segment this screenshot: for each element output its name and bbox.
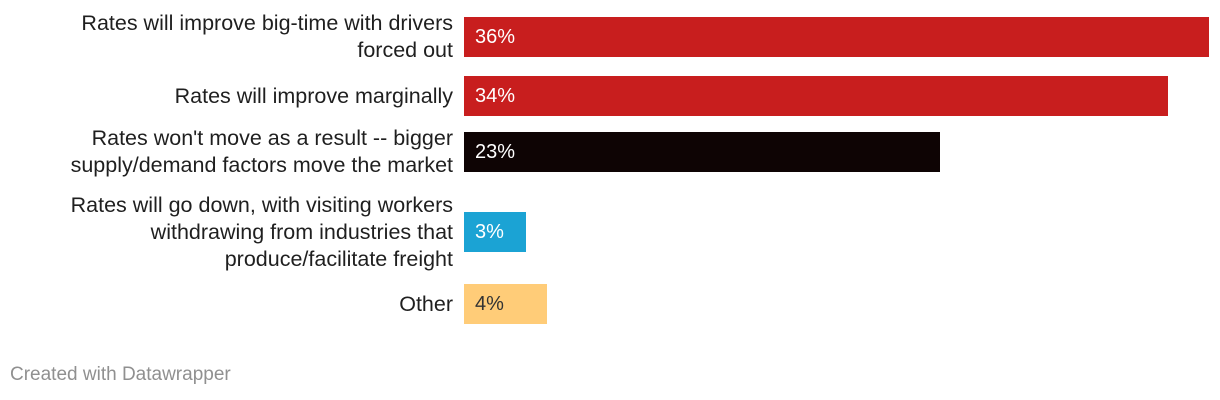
value-label: 36% (475, 26, 516, 48)
category-label-line: forced out (357, 38, 453, 62)
category-label: Rates won't move as a result -- bigger su… (0, 125, 453, 179)
category-label-line: Rates will improve big-time with drivers (81, 11, 453, 35)
category-label-line: Other (399, 291, 453, 316)
bar (464, 17, 1209, 57)
category-label-line: Rates will improve marginally (174, 83, 453, 108)
category-label-line: withdrawing from industries that (150, 219, 453, 244)
bar (464, 132, 940, 172)
category-label-line: Rates will go down, with visiting worker… (70, 192, 453, 217)
category-label-line: Rates won't move as a result -- bigger (91, 126, 453, 150)
category-label: Rates will improve big-time with drivers… (0, 10, 453, 64)
category-label: Other (0, 291, 453, 318)
category-label: Rates will go down, with visiting worker… (0, 192, 453, 273)
category-label-line: produce/facilitate freight (224, 246, 453, 271)
category-label: Rates will improve marginally (0, 83, 453, 110)
bar (464, 76, 1168, 116)
value-label: 23% (475, 141, 516, 163)
value-label: 4% (475, 293, 504, 315)
value-label: 3% (475, 221, 504, 243)
value-label: 34% (475, 85, 516, 107)
bar (464, 284, 547, 324)
category-label-line: supply/demand factors move the market (70, 153, 453, 177)
bar (464, 212, 526, 252)
datawrapper-credit: Created with Datawrapper (10, 364, 231, 385)
